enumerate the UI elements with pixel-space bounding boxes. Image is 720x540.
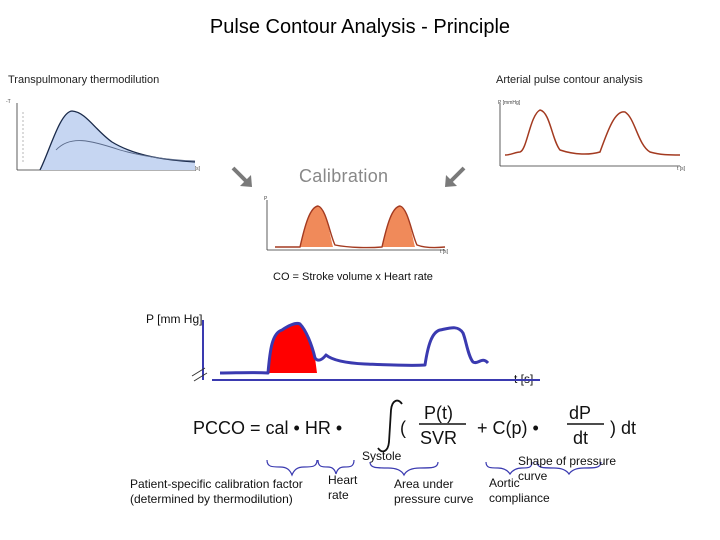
bracket-compliance xyxy=(485,461,533,476)
formula-open-paren: ( xyxy=(400,418,406,438)
calibration-arrow-right xyxy=(445,166,466,187)
formula-denominator-svr: SVR xyxy=(420,428,458,448)
thermodilution-chart xyxy=(16,103,196,171)
pulse-contour-y-label: P [mmHg] xyxy=(498,100,521,106)
annotation-shape: Shape of pressure curve xyxy=(518,454,617,483)
pulse-contour-title: Arterial pulse contour analysis xyxy=(496,74,643,86)
annotation-compliance: Aortic compliance xyxy=(489,476,550,505)
bracket-calibration xyxy=(266,459,318,477)
thermodilution-area xyxy=(40,111,195,170)
annotation-area: Area under pressure curve xyxy=(394,477,474,506)
bracket-heart-rate xyxy=(317,459,355,475)
thermodilution-y-label: -T xyxy=(6,99,11,105)
systole-area xyxy=(268,323,317,373)
pulse-contour-curve xyxy=(504,109,681,156)
main-y-label: P [mm Hg] xyxy=(146,312,203,326)
bracket-shape xyxy=(536,461,602,476)
annotation-heart-rate: Heart rate xyxy=(328,473,358,502)
calibration-label: Calibration xyxy=(299,166,389,186)
thermodilution-curve-secondary xyxy=(55,140,196,162)
calibration-y-label: P xyxy=(264,196,268,202)
thermodilution-title: Transpulmonary thermodilution xyxy=(8,74,160,86)
calibration-curve xyxy=(275,205,446,249)
formula-compliance-term: + C(p) • xyxy=(477,418,539,438)
thermodilution-x-label: t [s] xyxy=(192,166,201,172)
annotation-calibration-factor: Patient-specific calibration factor (det… xyxy=(130,477,303,506)
calibration-chart xyxy=(266,200,446,251)
axis-break-mark-1 xyxy=(191,367,206,377)
integral-sign xyxy=(377,399,403,453)
formula-lhs: PCCO = cal • HR • xyxy=(193,418,343,438)
formula-close: ) dt xyxy=(610,418,637,438)
main-chart xyxy=(191,320,540,382)
integral-subscript: Systole xyxy=(362,449,402,463)
formula-numerator-pt: P(t) xyxy=(424,403,453,423)
main-pressure-curve xyxy=(219,322,490,375)
co-formula: CO = Stroke volume x Heart rate xyxy=(273,271,433,283)
formula-denominator-dt: dt xyxy=(573,428,589,448)
pulse-contour-x-label: t [s] xyxy=(677,166,686,172)
calibration-arrow-left xyxy=(231,166,252,187)
bracket-area xyxy=(369,461,439,477)
pulse-contour-chart xyxy=(499,103,681,167)
page-title: Pulse Contour Analysis - Principle xyxy=(209,16,511,38)
calibration-x-label: t [s] xyxy=(440,249,449,255)
axis-break-mark-2 xyxy=(193,372,208,382)
formula-numerator-dp: dP xyxy=(569,403,592,423)
